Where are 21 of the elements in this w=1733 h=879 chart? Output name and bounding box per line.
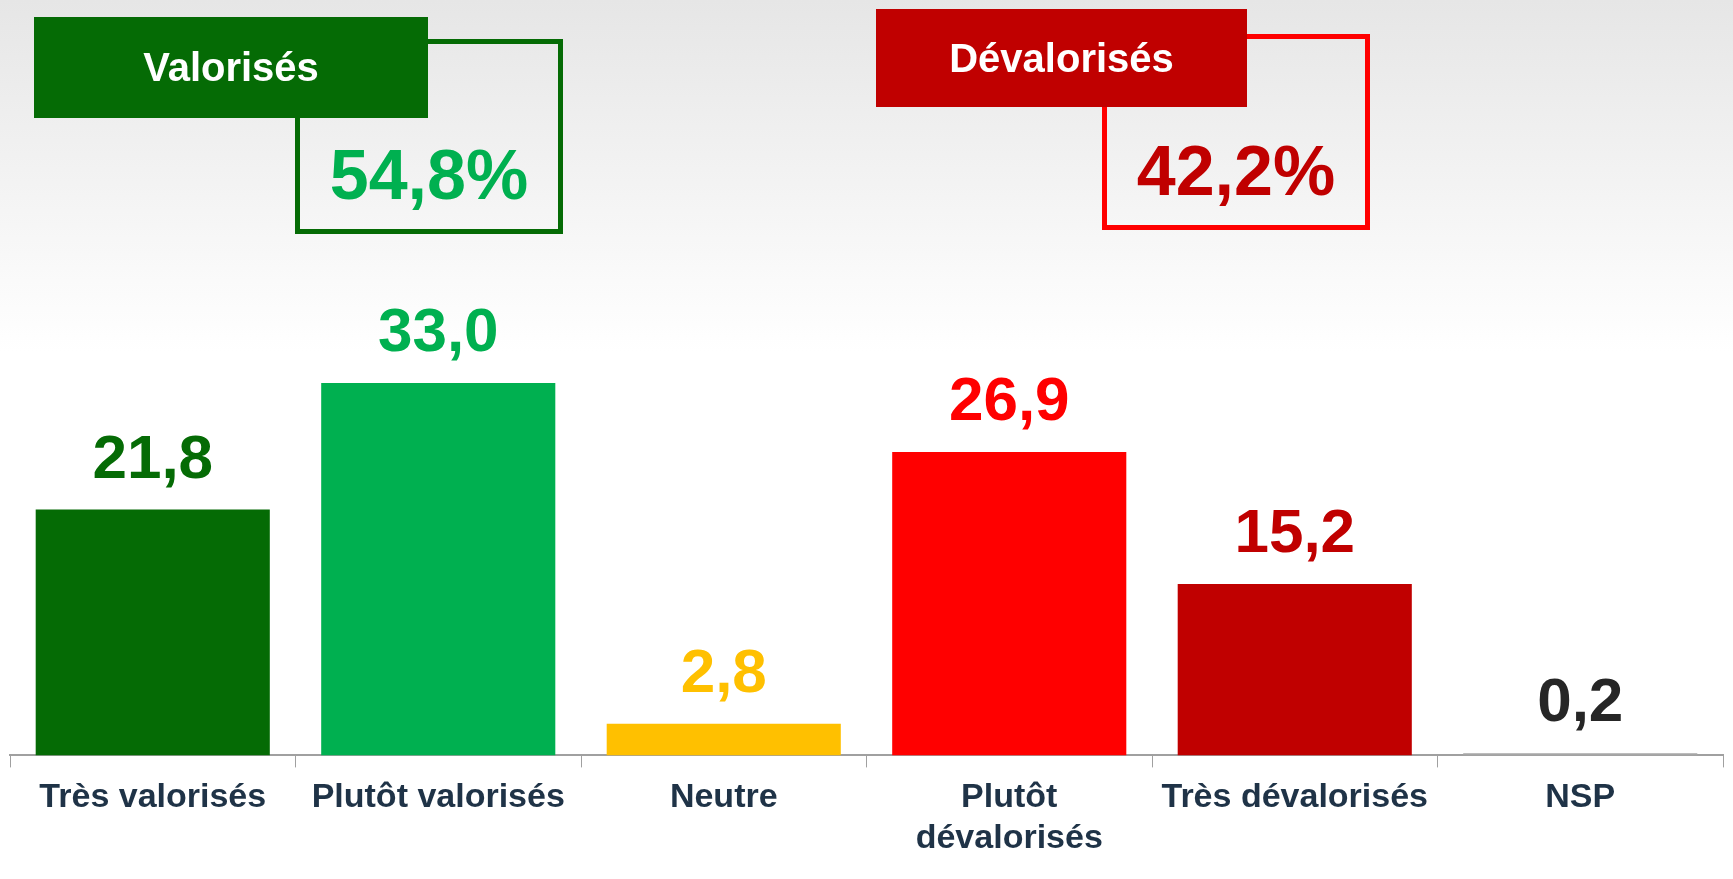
x-tick-label: NSP xyxy=(1545,776,1616,815)
text: Dévalorisés xyxy=(876,9,1247,107)
data-label: 0,2 xyxy=(1537,665,1624,735)
x-tick-label: Très valorisés xyxy=(39,776,267,815)
bar xyxy=(892,451,1127,756)
data-label: 15,2 xyxy=(1234,496,1356,565)
data-label: 26,9 xyxy=(948,364,1070,433)
data-label: 2,8 xyxy=(680,635,767,705)
bar xyxy=(321,383,556,756)
bar xyxy=(35,509,270,756)
x-tick-label: Neutre xyxy=(669,776,778,815)
x-tick-label: Plutôt dévalorisés xyxy=(915,776,1103,855)
data-label: 21,8 xyxy=(92,421,214,491)
text: 42,2% xyxy=(1136,132,1336,210)
x-tick-label: Très dévalorisés xyxy=(1161,776,1429,815)
bar xyxy=(606,723,841,756)
data-label: 33,0 xyxy=(377,295,499,365)
x-tick-label: Plutôt valorisés xyxy=(311,776,565,815)
text: 54,8% xyxy=(329,136,529,214)
text: Valorisés xyxy=(34,17,428,118)
bar xyxy=(1177,583,1412,756)
